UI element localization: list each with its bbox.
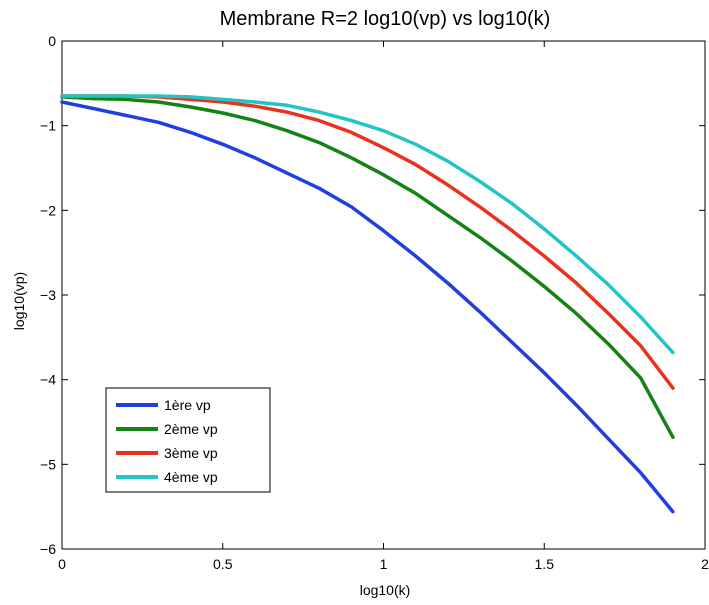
series-line-2 [60,95,675,439]
y-tick-label: −3 [40,287,56,303]
chart-title: Membrane R=2 log10(vp) vs log10(k) [220,8,551,30]
x-tick-label: 1 [380,556,388,572]
x-tick-label: 0 [58,556,66,572]
legend-label-4: 4ème vp [164,469,218,485]
y-tick-label: −6 [40,541,56,557]
series-line-4 [60,94,675,355]
legend-label-3: 3ème vp [164,445,218,461]
y-tick-label: −2 [40,202,56,218]
y-tick-label: −5 [40,456,56,472]
y-tick-label: 0 [48,33,56,49]
y-tick-label: −4 [40,372,56,388]
x-tick-label: 0.5 [213,556,233,572]
y-axis: 0 −1 −2 −3 −4 −5 −6 [40,33,705,557]
series-line-1 [60,100,675,514]
x-axis: 0 0.5 1 1.5 2 [58,41,709,572]
series-group [60,94,675,514]
legend-label-1: 1ère vp [164,397,211,413]
x-tick-label: 1.5 [535,556,555,572]
y-axis-label: log10(vp) [11,272,27,330]
legend-label-2: 2ème vp [164,421,218,437]
x-axis-label: log10(k) [360,582,411,598]
legend: 1ère vp 2ème vp 3ème vp 4ème vp [105,387,271,493]
x-tick-label: 2 [701,556,709,572]
y-tick-label: −1 [40,118,56,134]
